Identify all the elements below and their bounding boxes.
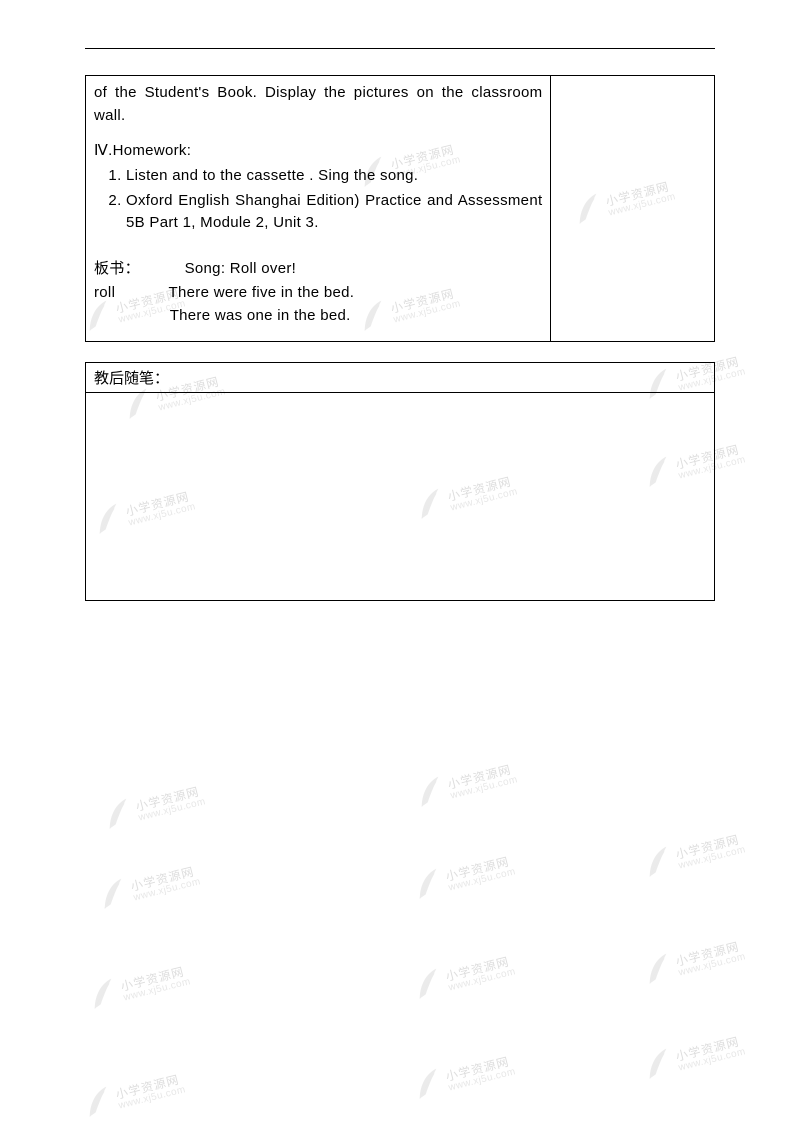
main-content-table: of the Student's Book. Display the pictu… — [85, 75, 715, 342]
table-row: 教后随笔： — [86, 363, 715, 393]
homework-heading: Ⅳ.Homework: — [94, 141, 542, 159]
watermark-stamp: 小学资源网www.xj5u.com — [638, 826, 747, 880]
intro-paragraph: of the Student's Book. Display the pictu… — [94, 82, 542, 127]
list-item: Listen and to the cassette . Sing the so… — [126, 165, 542, 188]
homework-list: Listen and to the cassette . Sing the so… — [94, 165, 542, 235]
watermark-stamp: 小学资源网www.xj5u.com — [638, 933, 747, 987]
board-writing-block: 板书： Song: Roll over! roll There were fiv… — [94, 257, 542, 328]
watermark-stamp: 小学资源网www.xj5u.com — [98, 778, 207, 832]
table-row: of the Student's Book. Display the pictu… — [86, 76, 715, 342]
notes-body-cell — [86, 393, 715, 601]
content-cell-left: of the Student's Book. Display the pictu… — [86, 76, 551, 342]
content-cell-right — [551, 76, 715, 342]
teaching-notes-table: 教后随笔： — [85, 362, 715, 601]
watermark-stamp: 小学资源网www.xj5u.com — [408, 948, 517, 1002]
board-row-3: There was one in the bed. — [94, 304, 542, 327]
watermark-stamp: 小学资源网www.xj5u.com — [83, 958, 192, 1012]
page-container: of the Student's Book. Display the pictu… — [0, 0, 800, 601]
list-item: Oxford English Shanghai Edition) Practic… — [126, 190, 542, 235]
board-row-1: 板书： Song: Roll over! — [94, 257, 542, 281]
table-row — [86, 393, 715, 601]
watermark-stamp: 小学资源网www.xj5u.com — [408, 1048, 517, 1102]
watermark-stamp: 小学资源网www.xj5u.com — [78, 1066, 187, 1120]
watermark-stamp: 小学资源网www.xj5u.com — [93, 858, 202, 912]
notes-header-cell: 教后随笔： — [86, 363, 715, 393]
watermark-stamp: 小学资源网www.xj5u.com — [408, 848, 517, 902]
watermark-stamp: 小学资源网www.xj5u.com — [638, 1028, 747, 1082]
watermark-stamp: 小学资源网www.xj5u.com — [410, 756, 519, 810]
notes-header-label: 教后随笔： — [94, 371, 169, 387]
board-row-2: roll There were five in the bed. — [94, 281, 542, 304]
top-horizontal-rule — [85, 48, 715, 49]
